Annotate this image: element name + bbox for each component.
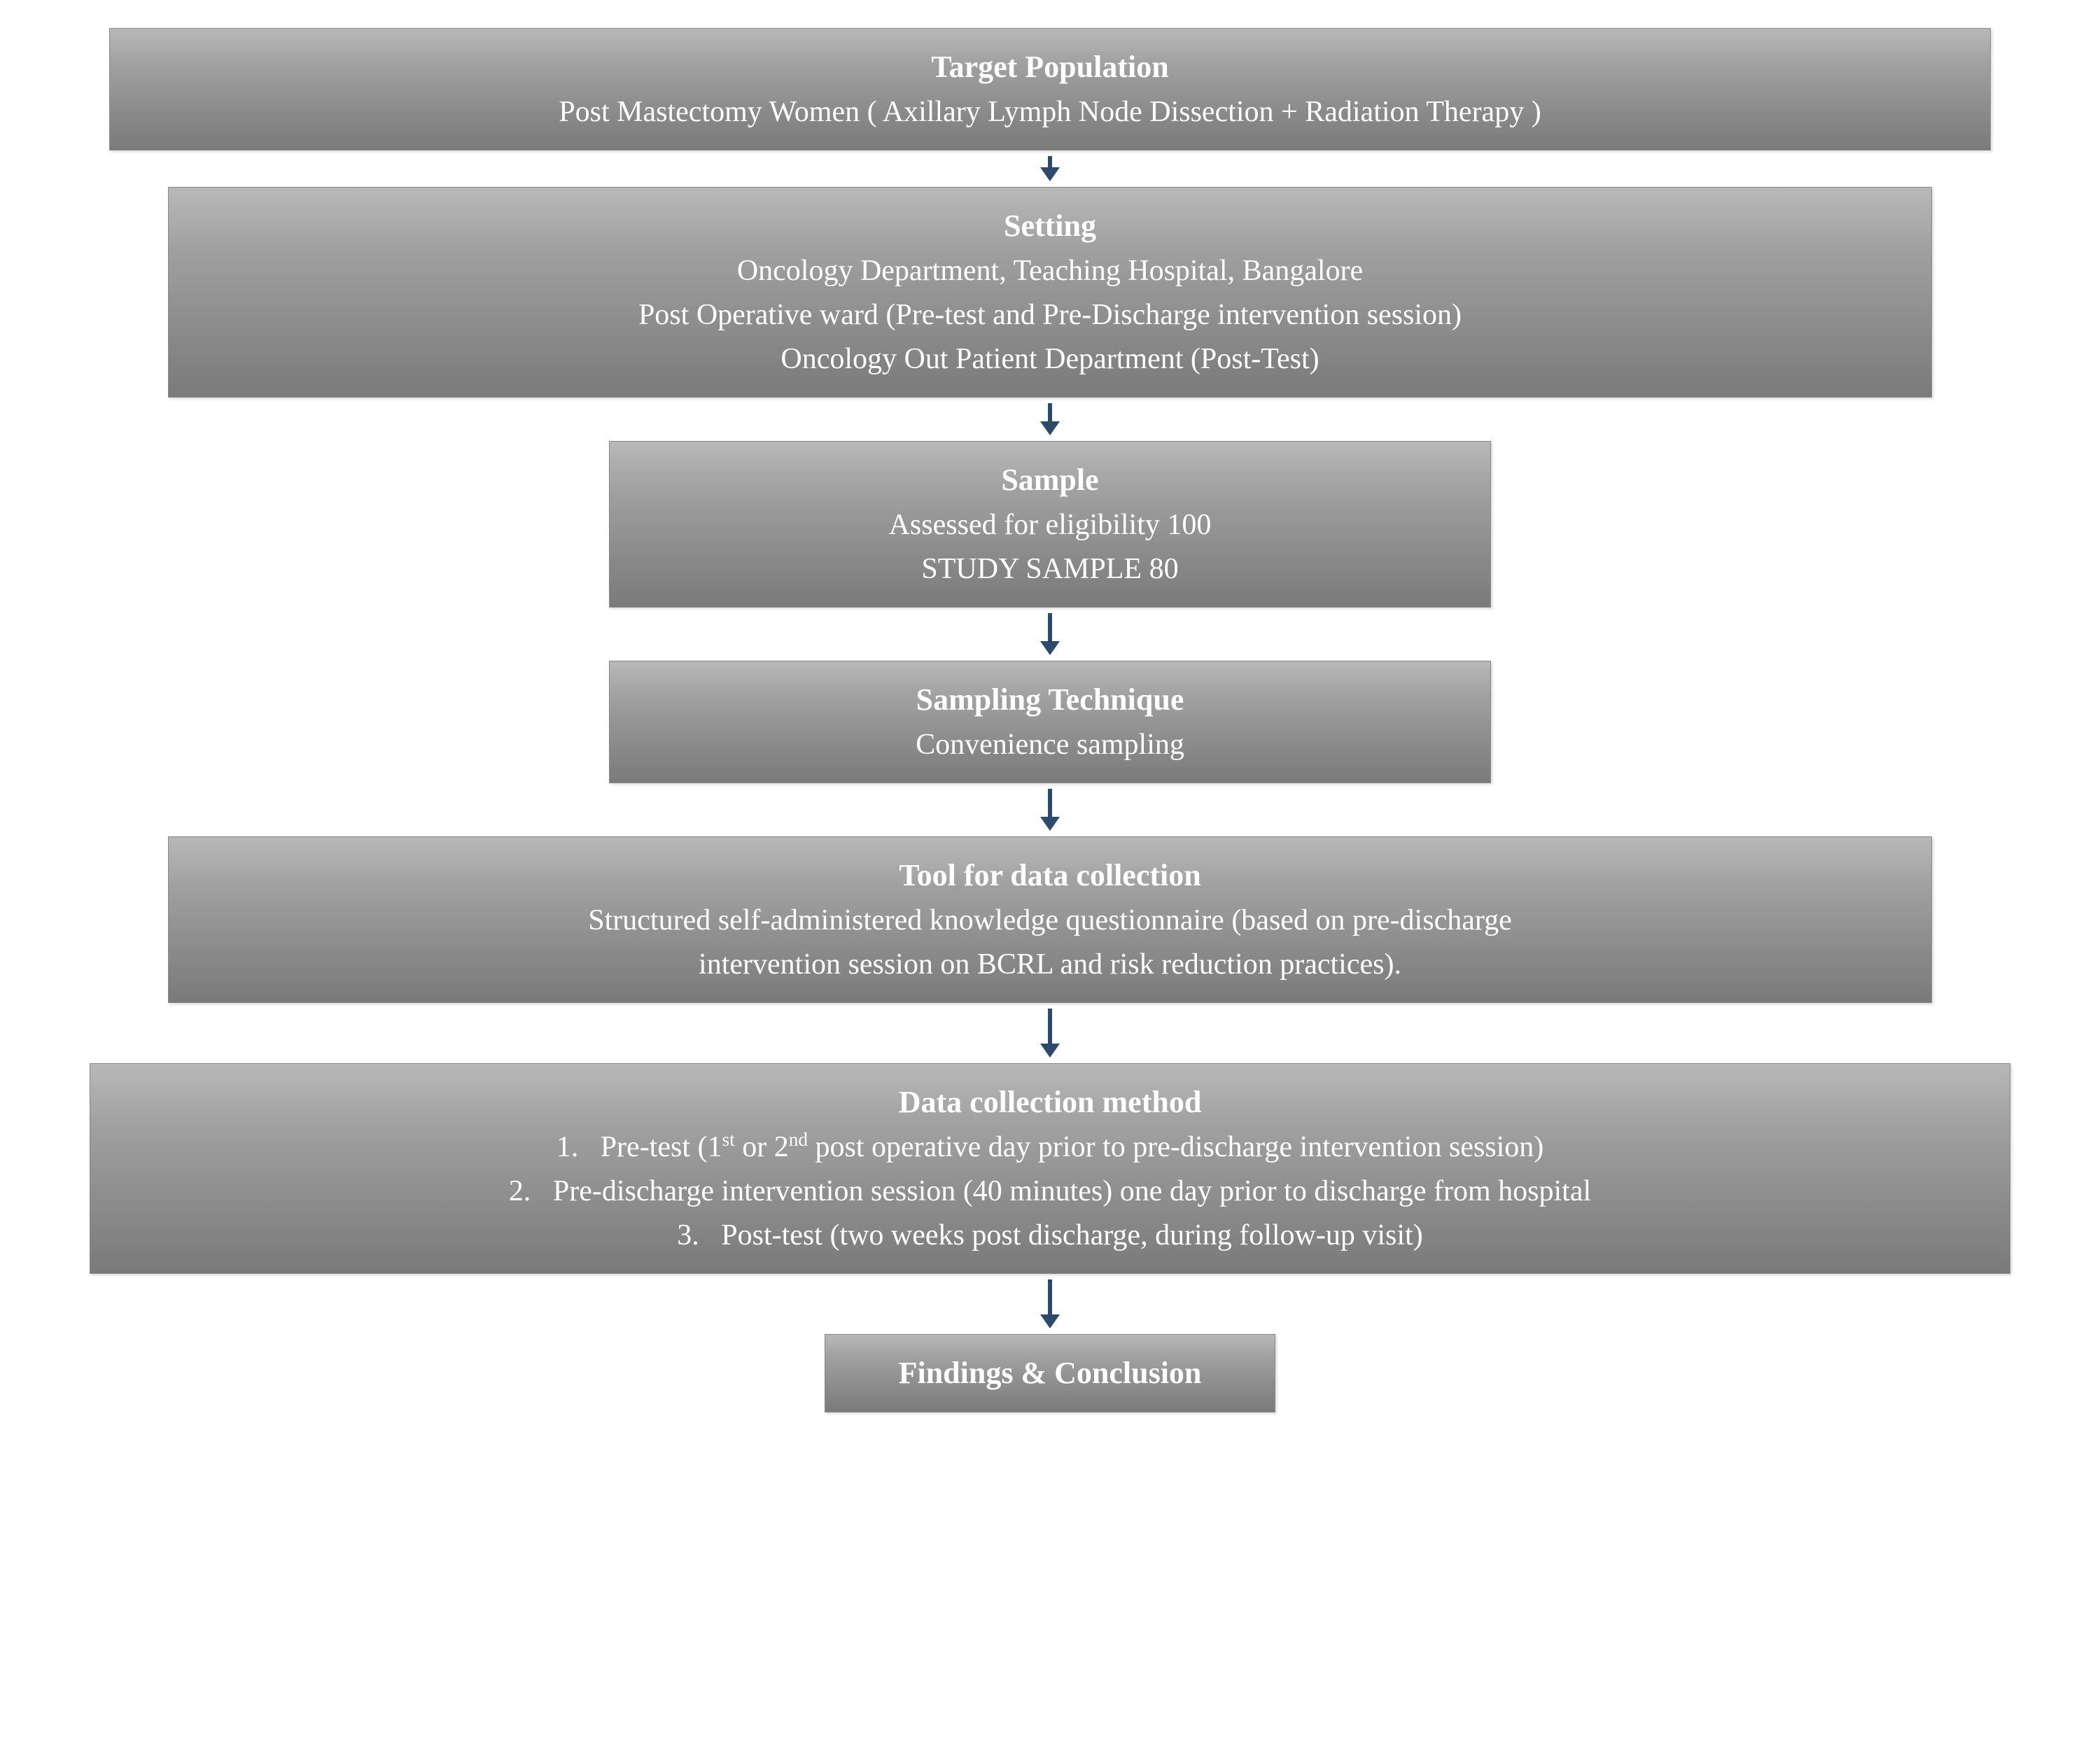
box-line: Structured self-administered knowledge q… xyxy=(197,899,1903,943)
arrow-head xyxy=(1040,421,1060,435)
item-number: 2. xyxy=(509,1175,553,1207)
arrow-stem xyxy=(1048,613,1052,641)
item-number: 1. xyxy=(556,1131,601,1163)
box-title: Tool for data collection xyxy=(197,853,1903,899)
box-line: Post Mastectomy Women ( Axillary Lymph N… xyxy=(138,90,1962,134)
arrow-stem xyxy=(1048,156,1052,167)
box-line: STUDY SAMPLE 80 xyxy=(638,547,1462,591)
arrow-icon xyxy=(1040,403,1060,435)
arrow-icon xyxy=(1040,789,1060,831)
arrow-head xyxy=(1040,817,1060,831)
arrow-icon xyxy=(1040,613,1060,655)
arrow-head xyxy=(1040,1044,1060,1058)
box-ordered-item: 2. Pre-discharge intervention session (4… xyxy=(118,1170,1982,1214)
box-line: Convenience sampling xyxy=(638,723,1462,767)
box-target-population: Target Population Post Mastectomy Women … xyxy=(109,28,1991,150)
box-findings: Findings & Conclusion xyxy=(825,1334,1275,1412)
arrow-head xyxy=(1040,641,1060,655)
arrow-head xyxy=(1040,167,1060,181)
arrow-icon xyxy=(1040,1279,1060,1328)
box-tool: Tool for data collection Structured self… xyxy=(168,836,1932,1003)
arrow-head xyxy=(1040,1314,1060,1328)
arrow-stem xyxy=(1048,403,1052,421)
box-line: Assessed for eligibility 100 xyxy=(638,503,1462,547)
box-title: Data collection method xyxy=(118,1079,1982,1125)
box-title: Findings & Conclusion xyxy=(853,1350,1247,1396)
item-text: Pre-test (1st or 2nd post operative day … xyxy=(601,1131,1544,1163)
arrow-stem xyxy=(1048,1279,1052,1314)
box-title: Sampling Technique xyxy=(638,677,1462,723)
box-line: Oncology Department, Teaching Hospital, … xyxy=(197,249,1903,293)
box-title: Setting xyxy=(197,203,1903,249)
item-text: Pre-discharge intervention session (40 m… xyxy=(553,1175,1591,1207)
arrow-icon xyxy=(1040,156,1060,181)
box-data-collection-method: Data collection method 1. Pre-test (1st … xyxy=(90,1063,2010,1274)
box-setting: Setting Oncology Department, Teaching Ho… xyxy=(168,187,1932,398)
box-line: Post Operative ward (Pre-test and Pre-Di… xyxy=(197,293,1903,337)
arrow-stem xyxy=(1048,789,1052,817)
arrow-icon xyxy=(1040,1009,1060,1058)
item-text: Post-test (two weeks post discharge, dur… xyxy=(721,1219,1422,1251)
flowchart-container: Target Population Post Mastectomy Women … xyxy=(70,28,2030,1412)
box-sampling-technique: Sampling Technique Convenience sampling xyxy=(609,661,1491,783)
box-line: intervention session on BCRL and risk re… xyxy=(197,943,1903,987)
box-sample: Sample Assessed for eligibility 100 STUD… xyxy=(609,441,1491,608)
arrow-stem xyxy=(1048,1009,1052,1044)
box-ordered-item: 1. Pre-test (1st or 2nd post operative d… xyxy=(118,1125,1982,1170)
box-line: Oncology Out Patient Department (Post-Te… xyxy=(197,337,1903,381)
box-title: Sample xyxy=(638,457,1462,503)
box-ordered-item: 3. Post-test (two weeks post discharge, … xyxy=(118,1214,1982,1258)
box-title: Target Population xyxy=(138,44,1962,90)
item-number: 3. xyxy=(677,1219,721,1251)
